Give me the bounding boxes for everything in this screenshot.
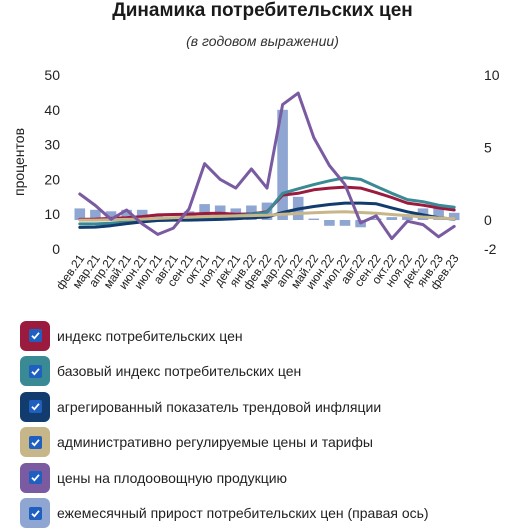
legend-item-trend-inflation[interactable]: агрегированный показатель трендовой инфл… [20, 389, 520, 425]
checkbox-checked-icon[interactable] [29, 400, 42, 413]
y2-tick-label: 5 [484, 140, 492, 156]
legend-swatch [20, 392, 50, 422]
checkbox-checked-icon[interactable] [29, 436, 42, 449]
legend-label: агрегированный показатель трендовой инфл… [57, 399, 381, 415]
legend: индекс потребительских цен базовый индек… [20, 318, 520, 531]
legend-item-monthly-growth[interactable]: ежемесячный прирост потребительских цен … [20, 496, 520, 531]
legend-item-fruit-vegetables[interactable]: цены на плодоовощную продукцию [20, 460, 520, 496]
legend-swatch [20, 356, 50, 386]
checkbox-checked-icon[interactable] [29, 329, 42, 342]
legend-label: административно регулируемые цены и тари… [57, 434, 373, 450]
legend-label: базовый индекс потребительских цен [57, 363, 301, 379]
y-tick-label: 40 [44, 102, 60, 118]
checkbox-checked-icon[interactable] [29, 365, 42, 378]
y-axis-label: процентов [11, 128, 27, 196]
checkbox-checked-icon[interactable] [29, 471, 42, 484]
legend-swatch [20, 498, 50, 528]
legend-label: индекс потребительских цен [57, 328, 243, 344]
legend-swatch [20, 321, 50, 351]
y2-tick-label: -2 [484, 241, 497, 257]
y-tick-label: 0 [52, 241, 60, 257]
y2-tick-label: 0 [484, 212, 492, 228]
bar-monthly-growth [309, 219, 320, 220]
bar-monthly-growth [324, 220, 335, 226]
bar-monthly-growth [340, 220, 351, 226]
bar-monthly-growth [387, 217, 398, 220]
y-tick-label: 10 [44, 206, 60, 222]
legend-item-core-cpi[interactable]: базовый индекс потребительских цен [20, 354, 520, 390]
y-tick-label: 50 [44, 67, 60, 83]
checkbox-checked-icon[interactable] [29, 507, 42, 520]
legend-swatch [20, 427, 50, 457]
y2-tick-label: 10 [484, 67, 500, 83]
legend-label: цены на плодоовощную продукцию [57, 470, 287, 486]
legend-item-regulated-prices[interactable]: административно регулируемые цены и тари… [20, 425, 520, 461]
legend-label: ежемесячный прирост потребительских цен … [57, 505, 429, 521]
legend-item-cpi[interactable]: индекс потребительских цен [20, 318, 520, 354]
legend-swatch [20, 463, 50, 493]
y-tick-label: 20 [44, 171, 60, 187]
y-tick-label: 30 [44, 137, 60, 153]
chart-plot: 01020304050-20510процентовфев.21мар.21ап… [0, 0, 525, 318]
